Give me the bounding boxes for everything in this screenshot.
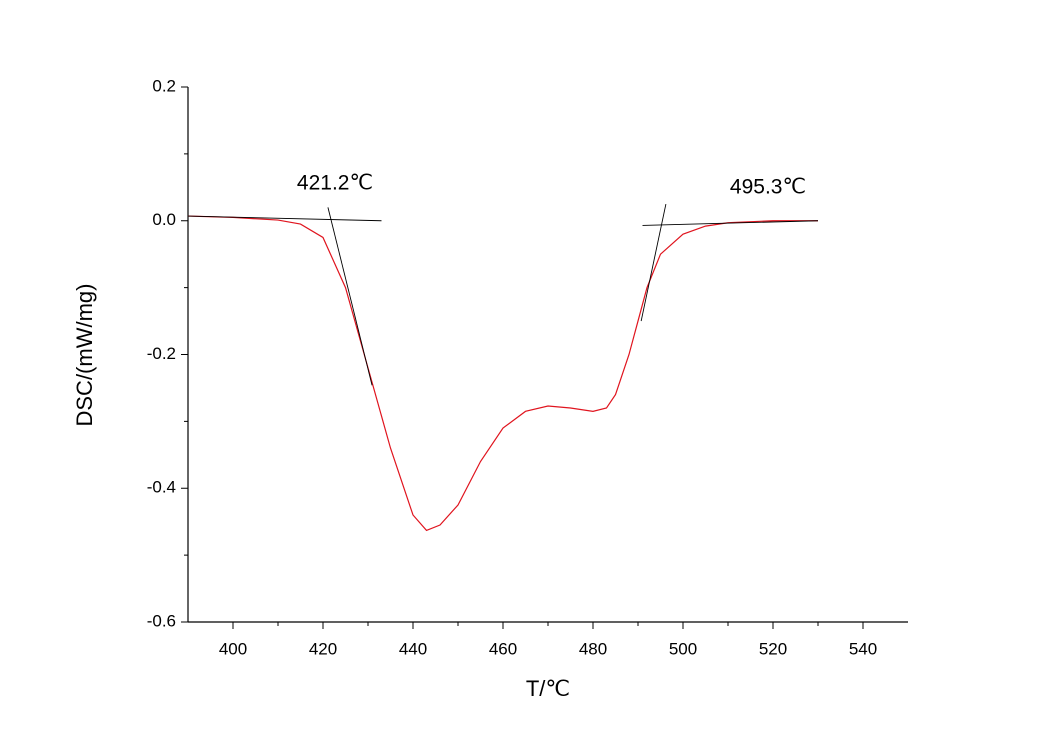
x-tick-label: 500 (669, 639, 697, 658)
y-axis-label: DSC/(mW/mg) (72, 284, 97, 427)
x-axis-label: T/℃ (526, 676, 570, 701)
tangent-line (642, 220, 819, 226)
y-tick-label: -0.4 (147, 478, 176, 497)
annotation: 421.2℃ (297, 172, 373, 195)
y-tick-label: 0.2 (152, 76, 176, 95)
x-tick-label: 540 (849, 639, 877, 658)
y-tick-label: -0.6 (147, 611, 176, 630)
x-tick-label: 420 (309, 639, 337, 658)
y-tick-label: 0.0 (152, 210, 176, 229)
x-tick-label: 460 (489, 639, 517, 658)
y-tick-label: -0.2 (147, 344, 176, 363)
x-tick-label: 480 (579, 639, 607, 658)
tangent-line (640, 203, 667, 322)
x-tick-label: 520 (759, 639, 787, 658)
x-tick-label: 440 (399, 639, 427, 658)
tangent-line (187, 215, 382, 222)
data-line (187, 215, 818, 532)
x-tick-label: 400 (219, 639, 247, 658)
annotation: 495.3℃ (730, 176, 806, 199)
tangent-line (327, 207, 373, 386)
